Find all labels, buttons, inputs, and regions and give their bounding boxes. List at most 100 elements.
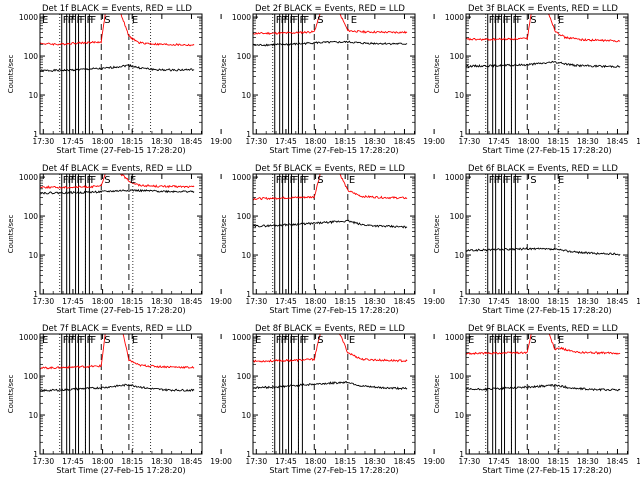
marker-s: S <box>530 15 536 26</box>
marker-s: S <box>317 335 323 346</box>
marker-f: F <box>276 335 282 346</box>
y-tick-label: 100 <box>24 372 39 381</box>
marker-e: E <box>130 175 136 186</box>
marker-s: S <box>530 175 536 186</box>
marker-f: F <box>494 335 500 346</box>
marker-f: F <box>284 15 290 26</box>
y-axis-label: Counts/sec <box>220 375 228 414</box>
marker-f: F <box>512 15 518 26</box>
y-tick-label: 10 <box>454 251 464 260</box>
x-tick-label: 17:45 <box>488 457 510 466</box>
x-tick-label: 18:15 <box>547 297 569 306</box>
marker-f: F <box>63 175 69 186</box>
marker-f: F <box>77 175 83 186</box>
x-tick-label: 19:00 <box>636 137 640 146</box>
x-tick-label: 18:30 <box>364 457 386 466</box>
marker-f: F <box>497 335 503 346</box>
y-tick-label: 1000 <box>19 13 38 22</box>
marker-f: F <box>80 335 86 346</box>
marker-e: E <box>351 15 357 26</box>
x-tick-label: 18:45 <box>394 297 416 306</box>
x-axis-label: Start Time (27-Feb-15 17:28:20) <box>269 146 398 155</box>
y-tick-label: 100 <box>237 212 252 221</box>
plot-frame <box>39 13 203 135</box>
panel-title: Det 6f BLACK = Events, RED = LLD <box>468 164 618 174</box>
y-tick-label: 1 <box>33 130 38 139</box>
y-axis-label: Counts/sec <box>7 55 15 94</box>
marker-f: F <box>516 335 522 346</box>
marker-f: F <box>276 175 282 186</box>
marker-f: F <box>303 15 309 26</box>
x-tick-label: 18:30 <box>151 137 173 146</box>
marker-f: F <box>303 175 309 186</box>
x-tick-label: 18:15 <box>334 457 356 466</box>
marker-f: F <box>86 15 92 26</box>
x-tick-label: 18:00 <box>518 137 540 146</box>
y-tick-label: 100 <box>237 372 252 381</box>
y-tick-label: 1000 <box>19 173 38 182</box>
x-axis-label: Start Time (27-Feb-15 17:28:20) <box>56 466 185 475</box>
x-tick-label: 18:30 <box>364 137 386 146</box>
x-tick-label: 18:30 <box>577 297 599 306</box>
x-tick-label: 17:45 <box>275 457 297 466</box>
y-tick-label: 1 <box>459 450 464 459</box>
plot-frame <box>252 333 416 455</box>
marker-e: E <box>349 175 355 186</box>
y-tick-label: 10 <box>28 251 38 260</box>
x-tick-label: 17:30 <box>458 457 480 466</box>
y-tick-label: 1000 <box>232 173 251 182</box>
y-tick-label: 1 <box>33 290 38 299</box>
marker-f: F <box>71 175 77 186</box>
x-tick-label: 18:30 <box>577 457 599 466</box>
x-tick-label: 17:45 <box>62 297 84 306</box>
plot-frame <box>39 333 203 455</box>
events-series-line <box>465 384 621 392</box>
marker-f: F <box>299 15 305 26</box>
marker-f: F <box>503 15 509 26</box>
plot-frame <box>465 13 629 135</box>
x-tick-label: 18:30 <box>364 297 386 306</box>
y-tick-label: 100 <box>450 52 465 61</box>
x-tick-label: 18:00 <box>518 457 540 466</box>
marker-f: F <box>293 15 299 26</box>
marker-f: F <box>494 175 500 186</box>
x-tick-label: 18:15 <box>547 457 569 466</box>
marker-f: F <box>497 15 503 26</box>
marker-f: F <box>299 335 305 346</box>
x-tick-label: 18:30 <box>151 297 173 306</box>
panel-title: Det 7f BLACK = Events, RED = LLD <box>42 324 192 334</box>
marker-f: F <box>281 15 287 26</box>
x-tick-label: 17:30 <box>458 297 480 306</box>
marker-e: E <box>558 175 564 186</box>
marker-f: F <box>516 175 522 186</box>
events-series-line <box>252 381 408 391</box>
x-tick-label: 18:00 <box>518 297 540 306</box>
y-tick-label: 10 <box>28 411 38 420</box>
marker-e-start: E <box>468 335 474 346</box>
x-tick-label: 18:45 <box>394 137 416 146</box>
y-tick-label: 10 <box>454 411 464 420</box>
x-axis-label: Start Time (27-Feb-15 17:28:20) <box>482 146 611 155</box>
x-tick-label: 18:00 <box>305 137 327 146</box>
plot-frame <box>465 173 629 295</box>
x-tick-label: 18:45 <box>181 457 203 466</box>
y-tick-label: 100 <box>450 372 465 381</box>
x-tick-label: 17:45 <box>62 457 84 466</box>
marker-f: F <box>77 15 83 26</box>
x-tick-label: 19:00 <box>210 457 232 466</box>
y-tick-label: 10 <box>28 91 38 100</box>
x-tick-label: 17:30 <box>32 297 54 306</box>
y-tick-label: 1000 <box>445 13 464 22</box>
x-axis-label: Start Time (27-Feb-15 17:28:20) <box>56 146 185 155</box>
marker-f: F <box>68 15 74 26</box>
y-tick-label: 1000 <box>19 333 38 342</box>
marker-f: F <box>68 175 74 186</box>
plot-frame <box>465 333 629 455</box>
x-tick-label: 18:15 <box>547 137 569 146</box>
x-tick-label: 17:30 <box>245 457 267 466</box>
marker-e: E <box>349 335 355 346</box>
x-tick-label: 18:00 <box>92 137 114 146</box>
y-tick-label: 1 <box>459 290 464 299</box>
